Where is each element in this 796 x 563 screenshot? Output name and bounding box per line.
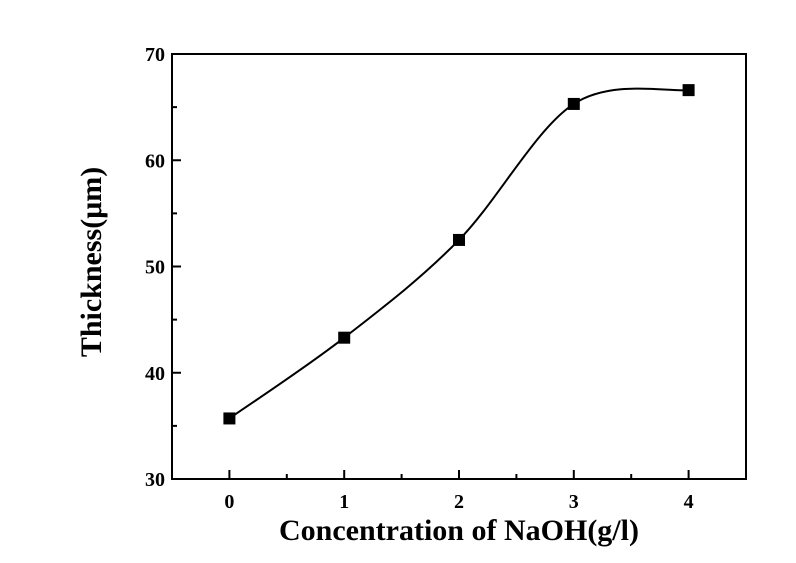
y-tick-label-1: 40 <box>145 363 165 385</box>
x-tick-label-4: 4 <box>684 491 694 513</box>
y-tick-label-0: 30 <box>145 469 165 491</box>
x-tick-label-2: 2 <box>454 491 464 513</box>
y-tick-label-3: 60 <box>145 150 165 172</box>
data-markers <box>223 84 695 425</box>
y-tick-label-4: 70 <box>145 44 165 66</box>
data-point-1 <box>338 331 351 344</box>
data-point-2 <box>453 233 465 246</box>
y-axis-title: Thickness(μm) <box>75 167 108 357</box>
y-tick-label-2: 50 <box>145 257 165 279</box>
x-tick-label-1: 1 <box>339 491 349 513</box>
x-axis-title: Concentration of NaOH(g/l) <box>279 514 639 547</box>
x-tick-label-0: 0 <box>224 491 234 513</box>
fit-curve <box>228 87 689 420</box>
plot-frame <box>171 53 747 480</box>
tick-labels: 0 1 2 3 4 30 40 50 60 70 <box>145 44 694 513</box>
data-point-3 <box>567 97 580 110</box>
data-point-4 <box>682 84 695 97</box>
ticks <box>171 53 747 480</box>
data-point-0 <box>223 412 236 425</box>
x-tick-label-3: 3 <box>569 491 579 513</box>
